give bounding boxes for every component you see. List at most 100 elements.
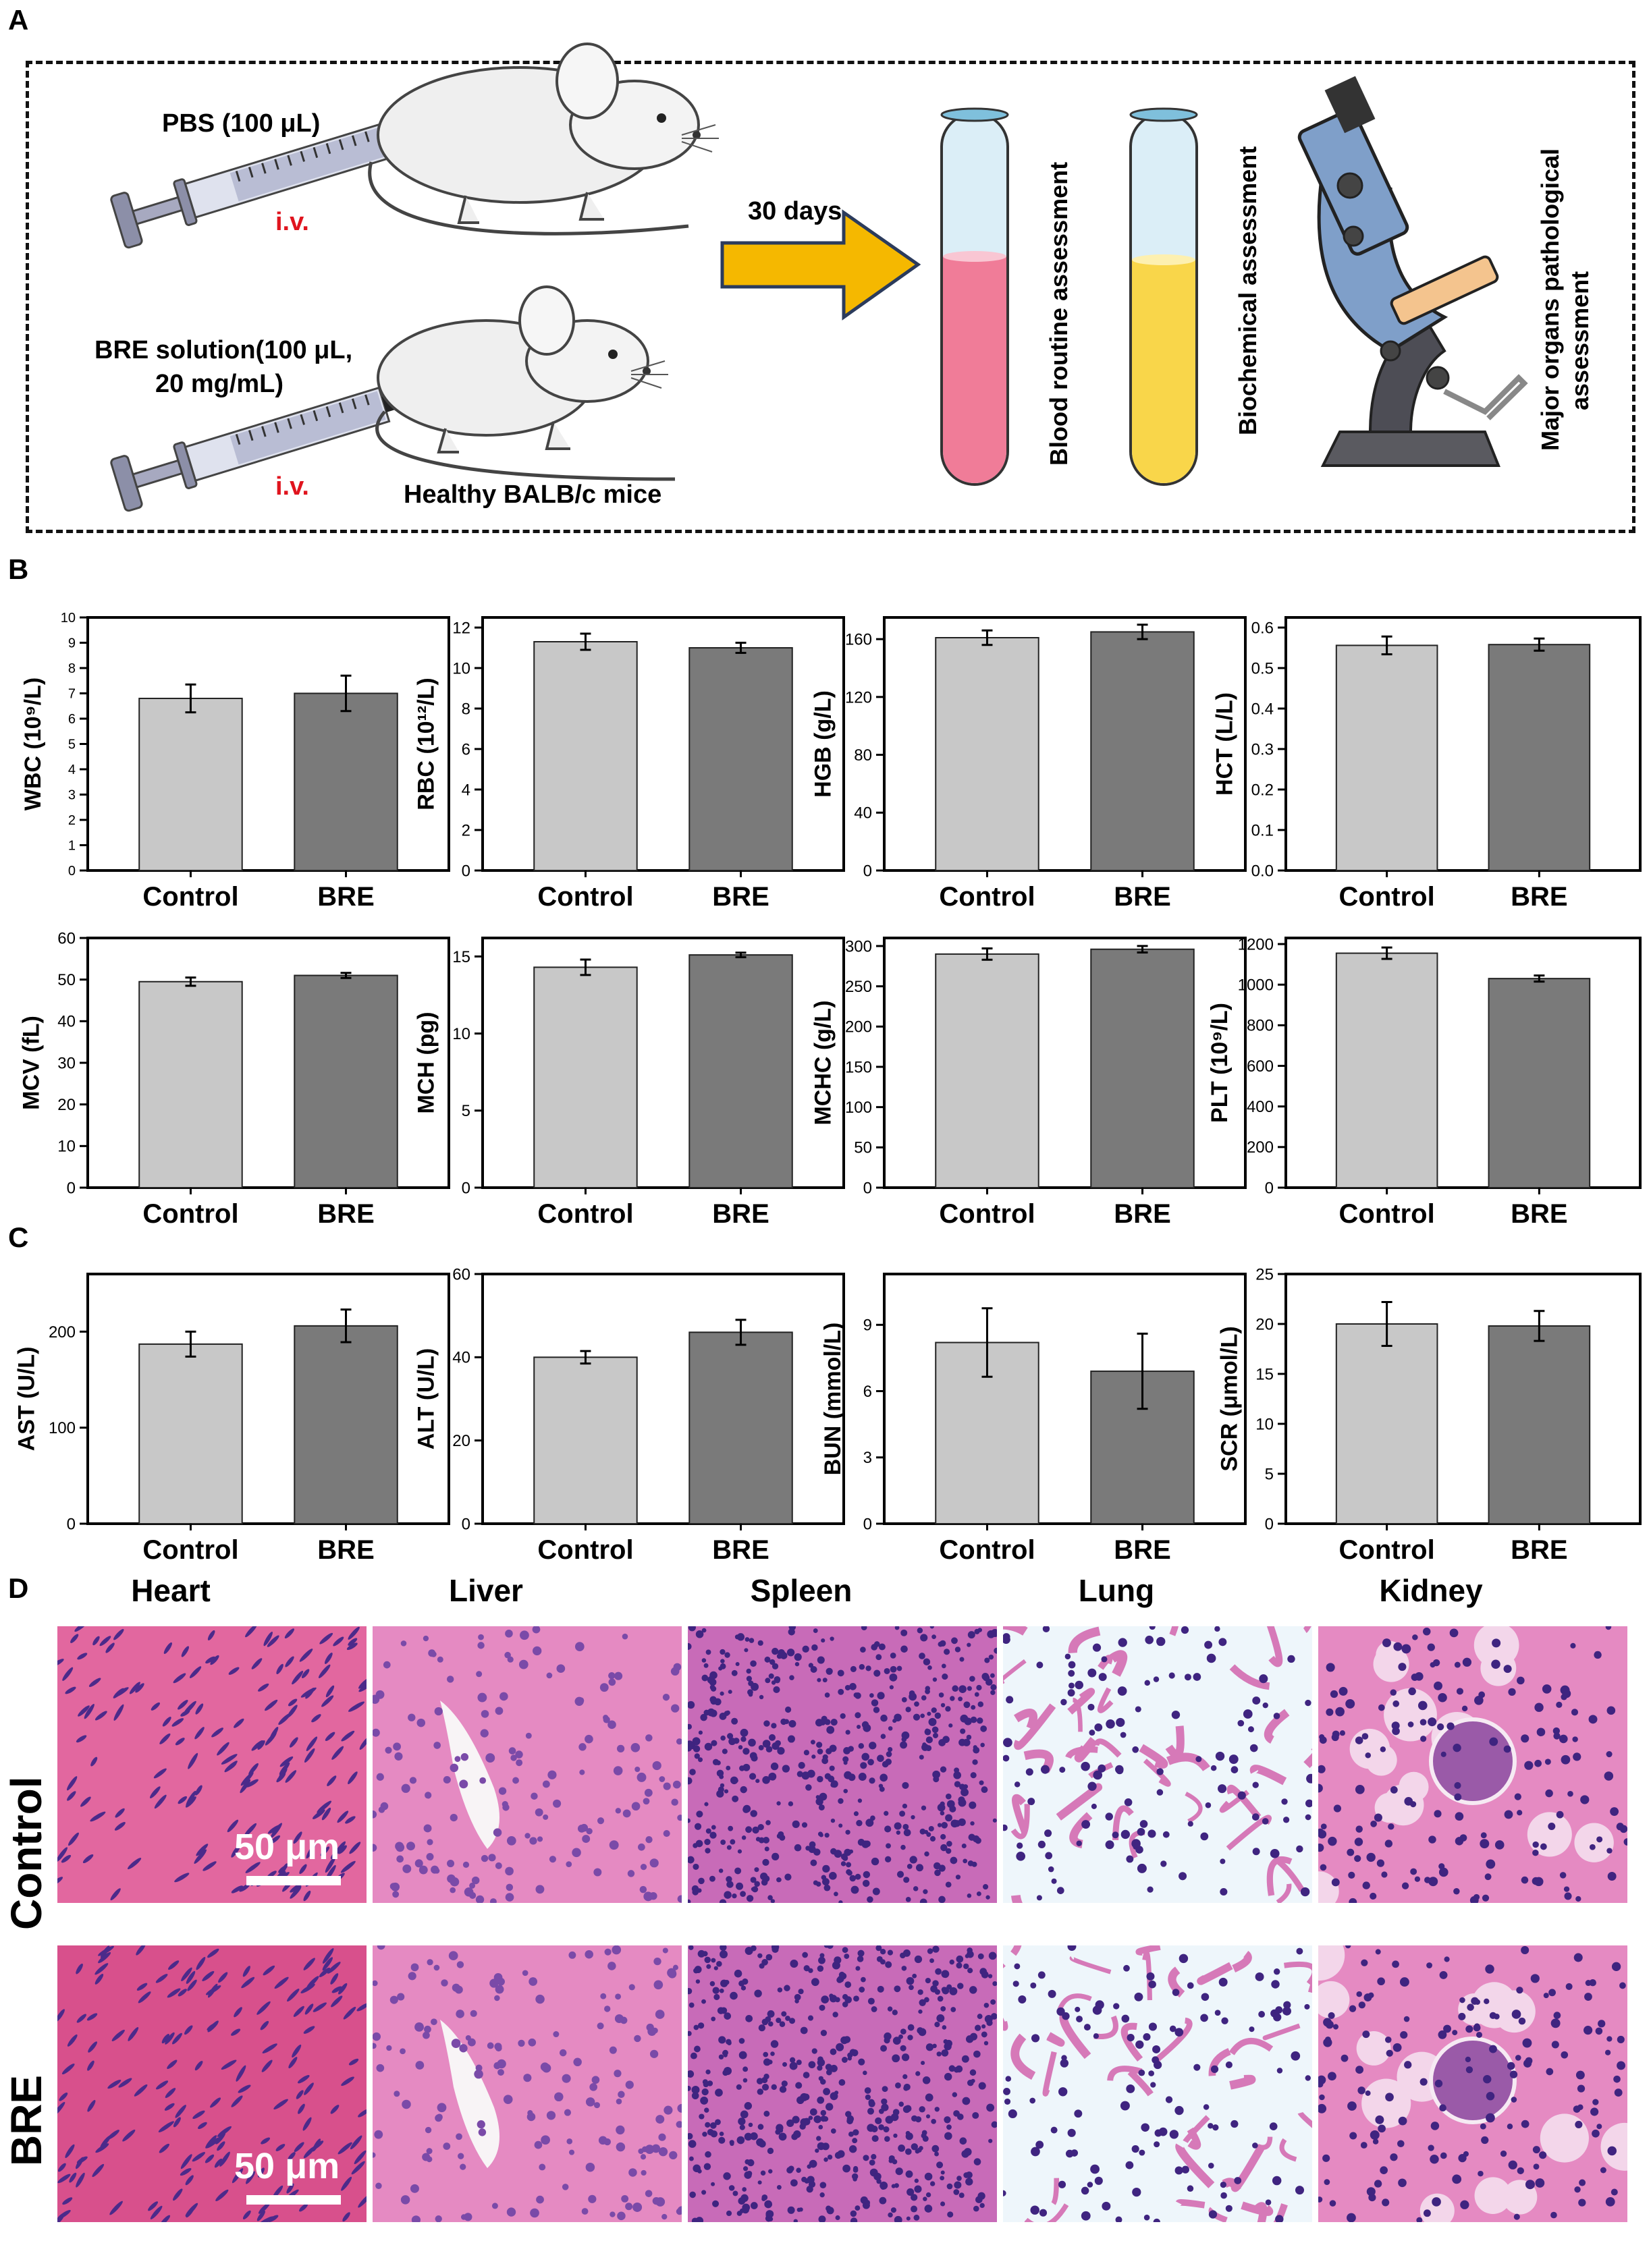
histology-lung-control xyxy=(1003,1626,1312,1903)
iv-label-2: i.v. xyxy=(275,472,309,501)
y-axis-label: HCT (L/L) xyxy=(1212,692,1237,796)
bre-solution-label-1: BRE solution(100 μL, xyxy=(94,336,353,364)
panel-label-d: D xyxy=(8,1572,29,1604)
y-tick-label: 200 xyxy=(1247,1138,1274,1157)
y-tick-label: 100 xyxy=(845,1099,872,1117)
y-tick-label: 0.0 xyxy=(1251,862,1274,880)
y-axis-label: SCR (μmol/L) xyxy=(1217,1326,1243,1471)
x-tick-label: BRE xyxy=(1114,1535,1170,1565)
y-tick-label: 15 xyxy=(452,948,470,966)
y-tick-label: 80 xyxy=(854,746,872,765)
x-tick-label: BRE xyxy=(317,882,374,912)
y-tick-label: 600 xyxy=(1247,1057,1274,1076)
y-tick-label: 9 xyxy=(863,1317,872,1335)
y-tick-label: 150 xyxy=(845,1058,872,1076)
bar-control xyxy=(1335,952,1438,1189)
y-tick-label: 10 xyxy=(452,659,470,677)
y-axis-label: MCV (fL) xyxy=(19,1016,45,1110)
bar-control xyxy=(138,980,243,1188)
x-tick-label: Control xyxy=(1339,1535,1435,1565)
bar-control xyxy=(533,966,638,1188)
x-tick-label: Control xyxy=(1339,882,1435,912)
y-axis-label: PLT (10⁹/L) xyxy=(1207,1003,1233,1123)
y-tick-label: 0 xyxy=(67,1515,76,1533)
scale-bar xyxy=(246,2195,341,2205)
y-tick-label: 2 xyxy=(68,813,76,828)
y-tick-label: 0 xyxy=(863,862,872,880)
bar-bre xyxy=(688,647,793,871)
bar-control xyxy=(138,698,243,871)
chart-frame xyxy=(1284,616,1642,872)
y-tick-label: 0 xyxy=(68,864,76,879)
organ-title-liver: Liver xyxy=(449,1573,523,1608)
organ-title-spleen: Spleen xyxy=(750,1573,852,1608)
chart-mcv: 0 10 20 30 40 50 60 MCV (fL) Control BRE xyxy=(19,929,450,1229)
y-tick-label: 12 xyxy=(452,619,470,637)
y-tick-label: 60 xyxy=(57,929,76,947)
x-tick-label: Control xyxy=(1339,1199,1435,1229)
chart-frame xyxy=(1284,1273,1642,1525)
bar-control xyxy=(1335,1323,1438,1524)
x-tick-label: Control xyxy=(537,882,633,912)
chart-ast: 0 100 200 AST (U/L) Control BRE xyxy=(13,1273,450,1565)
pbs-label: PBS (100 μL) xyxy=(162,109,321,138)
arrow-icon xyxy=(720,209,921,321)
y-tick-label: 3 xyxy=(863,1449,872,1467)
y-tick-label: 0 xyxy=(863,1179,872,1197)
y-tick-label: 40 xyxy=(57,1013,76,1031)
panel-label-b: B xyxy=(8,553,29,585)
panel-label-c: C xyxy=(8,1221,29,1253)
schematic-art xyxy=(110,43,1528,512)
y-tick-label: 15 xyxy=(1255,1365,1274,1383)
histology-liver-control xyxy=(373,1626,682,1903)
y-axis-label: MCH (pg) xyxy=(414,1012,439,1113)
histology-heart-control xyxy=(57,1626,367,1903)
bar-bre xyxy=(1488,644,1591,871)
y-tick-label: 250 xyxy=(845,978,872,996)
histology-kidney-control xyxy=(1318,1626,1627,1903)
x-tick-label: BRE xyxy=(712,1199,769,1229)
y-tick-label: 9 xyxy=(68,636,76,651)
y-tick-label: 40 xyxy=(452,1349,470,1367)
x-tick-label: Control xyxy=(142,882,238,912)
y-axis-label: MCHC (g/L) xyxy=(810,1000,836,1125)
y-tick-label: 0.6 xyxy=(1251,619,1274,637)
y-tick-label: 100 xyxy=(49,1419,76,1437)
histology-lung-bre xyxy=(1003,1945,1312,2222)
chart-mchc: 0 50 100 150 200 250 300 MCHC (g/L) Control BRE xyxy=(810,937,1247,1229)
chart-alt: 0 20 40 60 ALT (U/L) Control BRE xyxy=(414,1265,845,1565)
y-tick-label: 0 xyxy=(1265,1515,1274,1533)
panel-label-a: A xyxy=(8,4,29,36)
x-tick-label: BRE xyxy=(1511,1535,1567,1565)
y-axis-label: ALT (U/L) xyxy=(414,1348,439,1449)
y-tick-label: 300 xyxy=(845,937,872,956)
y-tick-label: 0 xyxy=(67,1179,76,1197)
y-tick-label: 2 xyxy=(462,821,470,839)
chart-plt: 0 200 400 600 800 1000 1200 PLT (10⁹/L) Control B… xyxy=(1207,935,1642,1229)
x-tick-label: Control xyxy=(142,1199,238,1229)
y-tick-label: 3 xyxy=(68,788,76,803)
y-axis-label: RBC (10¹²/L) xyxy=(414,677,439,810)
y-tick-label: 0.1 xyxy=(1251,821,1274,839)
bar-control xyxy=(1335,644,1438,872)
x-tick-label: BRE xyxy=(317,1535,374,1565)
bar-bre xyxy=(1090,631,1195,872)
y-tick-label: 10 xyxy=(57,1138,76,1156)
y-tick-label: 50 xyxy=(854,1139,872,1157)
x-tick-label: Control xyxy=(537,1535,633,1565)
y-tick-label: 10 xyxy=(61,611,76,626)
y-tick-label: 0.3 xyxy=(1251,740,1274,758)
chart-bun: 0 3 6 9 BUN (mmol/L) Control BRE xyxy=(820,1273,1247,1565)
y-tick-label: 4 xyxy=(462,781,470,799)
y-tick-label: 30 xyxy=(57,1054,76,1072)
y-tick-label: 6 xyxy=(68,712,76,727)
bar-bre xyxy=(294,974,398,1188)
scale-bar-label: 50 μm xyxy=(234,2146,340,2186)
x-tick-label: BRE xyxy=(317,1199,374,1229)
y-tick-label: 800 xyxy=(1247,1017,1274,1035)
y-tick-label: 5 xyxy=(68,738,76,752)
y-tick-label: 160 xyxy=(845,631,872,649)
scale-bar-label: 50 μm xyxy=(234,1827,340,1867)
bar-bre xyxy=(294,1325,398,1525)
